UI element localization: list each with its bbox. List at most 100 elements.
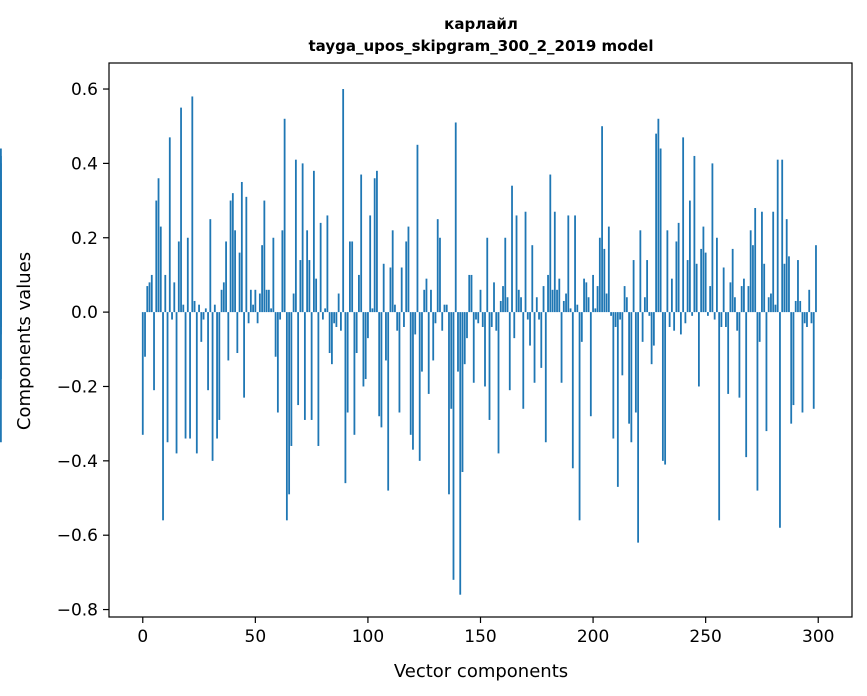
bar-236 xyxy=(673,312,676,331)
bar-199 xyxy=(589,312,592,417)
bar-299 xyxy=(815,245,817,313)
bar-241 xyxy=(684,312,687,324)
bar-91 xyxy=(346,312,349,413)
bar-211 xyxy=(616,312,619,487)
bar-66 xyxy=(290,312,293,446)
bar-67 xyxy=(292,293,295,313)
bar-180 xyxy=(547,274,549,313)
bar-248 xyxy=(700,248,703,313)
bar-25 xyxy=(198,304,200,313)
x-tick-label: 250 xyxy=(689,627,721,647)
bar-98 xyxy=(362,312,365,387)
bar-257 xyxy=(720,312,723,327)
x-tick-label: 200 xyxy=(577,627,609,647)
bar-155 xyxy=(490,312,493,327)
bar-61 xyxy=(279,312,282,320)
bar-261 xyxy=(729,282,732,313)
bar-117 xyxy=(405,241,408,313)
bar-145 xyxy=(468,274,471,313)
bar-173 xyxy=(531,245,534,313)
bar-0 xyxy=(141,312,144,435)
bar-269 xyxy=(747,286,750,313)
bar-104 xyxy=(376,170,378,313)
bar-130 xyxy=(434,312,437,324)
bar-175 xyxy=(535,297,538,313)
bar-204 xyxy=(601,126,603,313)
bar-153 xyxy=(486,237,489,313)
bar-2 xyxy=(146,286,149,313)
bar-4 xyxy=(150,274,153,313)
bar-8 xyxy=(159,226,162,313)
bar-135 xyxy=(445,304,448,313)
bar-251 xyxy=(707,312,709,316)
bar-93 xyxy=(351,241,354,313)
bar-143 xyxy=(463,312,466,365)
bar-276 xyxy=(763,263,766,313)
bar-140 xyxy=(457,312,459,372)
bar-72 xyxy=(303,312,306,420)
bar-252 xyxy=(709,286,712,313)
bar-167 xyxy=(517,289,520,313)
bar-62 xyxy=(281,230,284,313)
bar-298 xyxy=(812,312,815,409)
bar-110 xyxy=(389,267,392,313)
bar-168 xyxy=(520,297,522,313)
bar-39 xyxy=(229,200,232,313)
bar-109 xyxy=(387,312,390,491)
y-tick-label: 0.6 xyxy=(71,80,98,100)
bar-184 xyxy=(556,289,558,313)
bar-116 xyxy=(403,312,405,327)
bar-159 xyxy=(499,300,502,313)
bar-292 xyxy=(799,300,802,313)
bar-35 xyxy=(220,289,223,313)
bar-82 xyxy=(326,215,329,313)
bar-37 xyxy=(225,241,227,313)
bar-263 xyxy=(734,297,736,313)
bar-290 xyxy=(794,300,797,313)
bar-207 xyxy=(607,226,610,313)
bar-87 xyxy=(337,293,340,313)
bar-179 xyxy=(544,312,547,443)
bar-230 xyxy=(659,148,662,313)
bar-194 xyxy=(578,312,581,521)
bar-23 xyxy=(193,300,196,313)
y-axis-label: Components values xyxy=(14,252,35,430)
bar-138 xyxy=(452,312,455,580)
bar-11 xyxy=(166,312,169,443)
bar-49 xyxy=(252,304,254,313)
bar-297 xyxy=(810,312,813,324)
bar-267 xyxy=(743,278,745,313)
bar-126 xyxy=(425,278,428,313)
bar-122 xyxy=(416,144,419,313)
y-tick-label: 0.2 xyxy=(71,229,98,249)
bar-254 xyxy=(713,312,716,320)
bar-115 xyxy=(400,267,403,313)
bar-24 xyxy=(195,312,198,454)
bar-undefined xyxy=(0,293,2,313)
bar-141 xyxy=(459,312,462,595)
bar-9 xyxy=(162,312,164,521)
bar-249 xyxy=(702,226,705,313)
bar-1 xyxy=(144,312,146,357)
y-tick-label: −0.4 xyxy=(57,452,98,472)
bar-78 xyxy=(317,312,320,446)
bar-212 xyxy=(619,312,621,320)
bar-123 xyxy=(418,312,421,461)
bar-6 xyxy=(155,200,158,313)
y-tick-label: −0.6 xyxy=(57,526,98,546)
bar-294 xyxy=(803,312,806,324)
bar-213 xyxy=(621,312,624,376)
bar-81 xyxy=(324,308,327,313)
bar-295 xyxy=(806,312,808,327)
bar-197 xyxy=(585,282,588,313)
bar-136 xyxy=(448,312,450,495)
bar-15 xyxy=(175,312,178,454)
bar-100 xyxy=(367,312,369,339)
bar-134 xyxy=(443,304,446,313)
bar-150 xyxy=(479,289,482,313)
bar-95 xyxy=(355,312,358,354)
bar-90 xyxy=(344,312,347,484)
bar-127 xyxy=(427,312,430,394)
y-tick-label: −0.8 xyxy=(57,601,98,621)
bar-233 xyxy=(666,230,669,313)
